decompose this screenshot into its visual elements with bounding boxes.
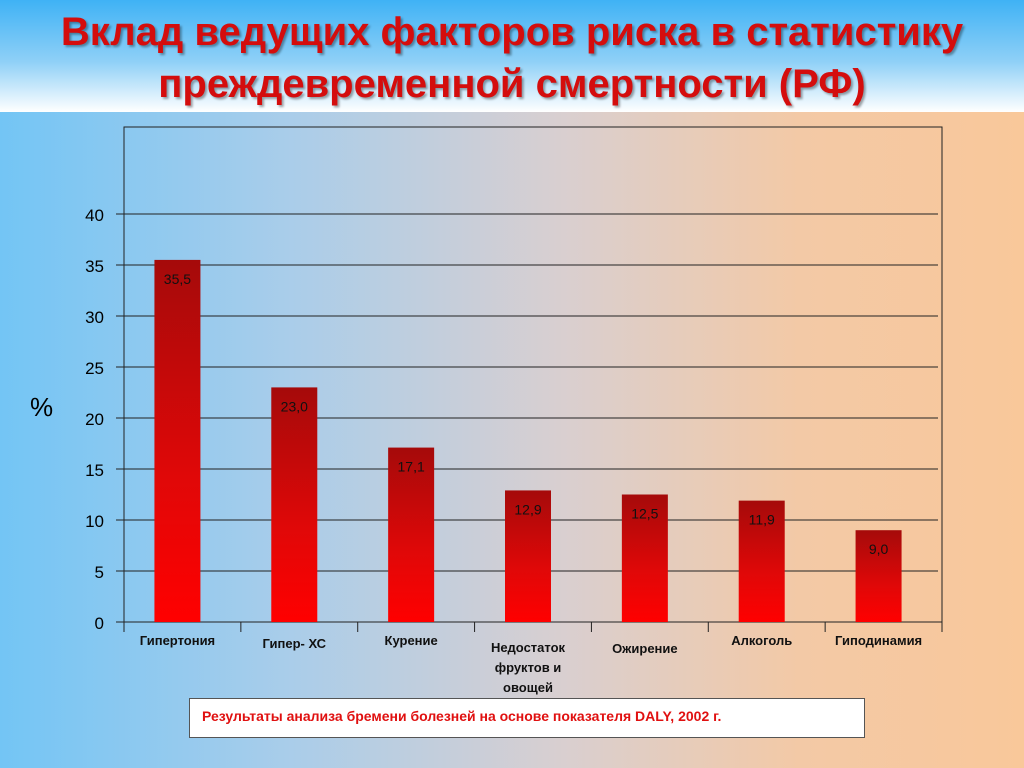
bar-value-label: 12,9 (514, 501, 541, 517)
bar-value-label: 17,1 (398, 459, 425, 475)
x-category-label: Алкоголь (731, 633, 792, 648)
x-category-label: фруктов и (495, 660, 562, 675)
y-tick-label: 15 (85, 461, 104, 480)
x-category-label: Недостаток (491, 640, 566, 655)
x-category-label: Гиподинамия (835, 633, 922, 648)
y-tick-label: 40 (85, 206, 104, 225)
y-tick-label: 0 (95, 614, 104, 633)
y-tick-label: 5 (95, 563, 104, 582)
y-tick-label: 20 (85, 410, 104, 429)
slide-title: Вклад ведущих факторов риска в статистик… (0, 6, 1024, 110)
bar-value-label: 11,9 (749, 512, 775, 528)
bar (738, 500, 785, 622)
x-category-label: Гипер- ХС (262, 636, 326, 651)
y-tick-label: 10 (85, 512, 104, 531)
bar (154, 259, 201, 622)
bar (271, 387, 318, 622)
bar (621, 494, 668, 622)
y-tick-label: 35 (85, 257, 104, 276)
bar-value-label: 9,0 (869, 541, 889, 557)
bar (855, 530, 902, 622)
title-line-1: Вклад ведущих факторов риска в статистик… (60, 10, 964, 54)
source-note: Результаты анализа бремени болезней на о… (202, 708, 722, 724)
bar (388, 447, 435, 622)
bar-value-label: 12,5 (631, 506, 658, 522)
x-category-label: Курение (385, 633, 438, 648)
bar (505, 490, 551, 622)
bar-value-label: 35,5 (164, 271, 191, 287)
y-axis-label: % (30, 392, 54, 422)
bar-value-label: 23,0 (281, 398, 308, 414)
x-category-label: Гипертония (140, 633, 215, 648)
y-tick-label: 25 (85, 359, 104, 378)
source-box: Результаты анализа бремени болезней на о… (189, 698, 865, 738)
title-band (0, 0, 1024, 112)
title-line-2: преждевременной смертности (РФ) (158, 62, 866, 106)
x-category-label: Ожирение (612, 641, 678, 656)
y-tick-label: 30 (85, 308, 104, 327)
x-category-label: овощей (503, 680, 553, 695)
